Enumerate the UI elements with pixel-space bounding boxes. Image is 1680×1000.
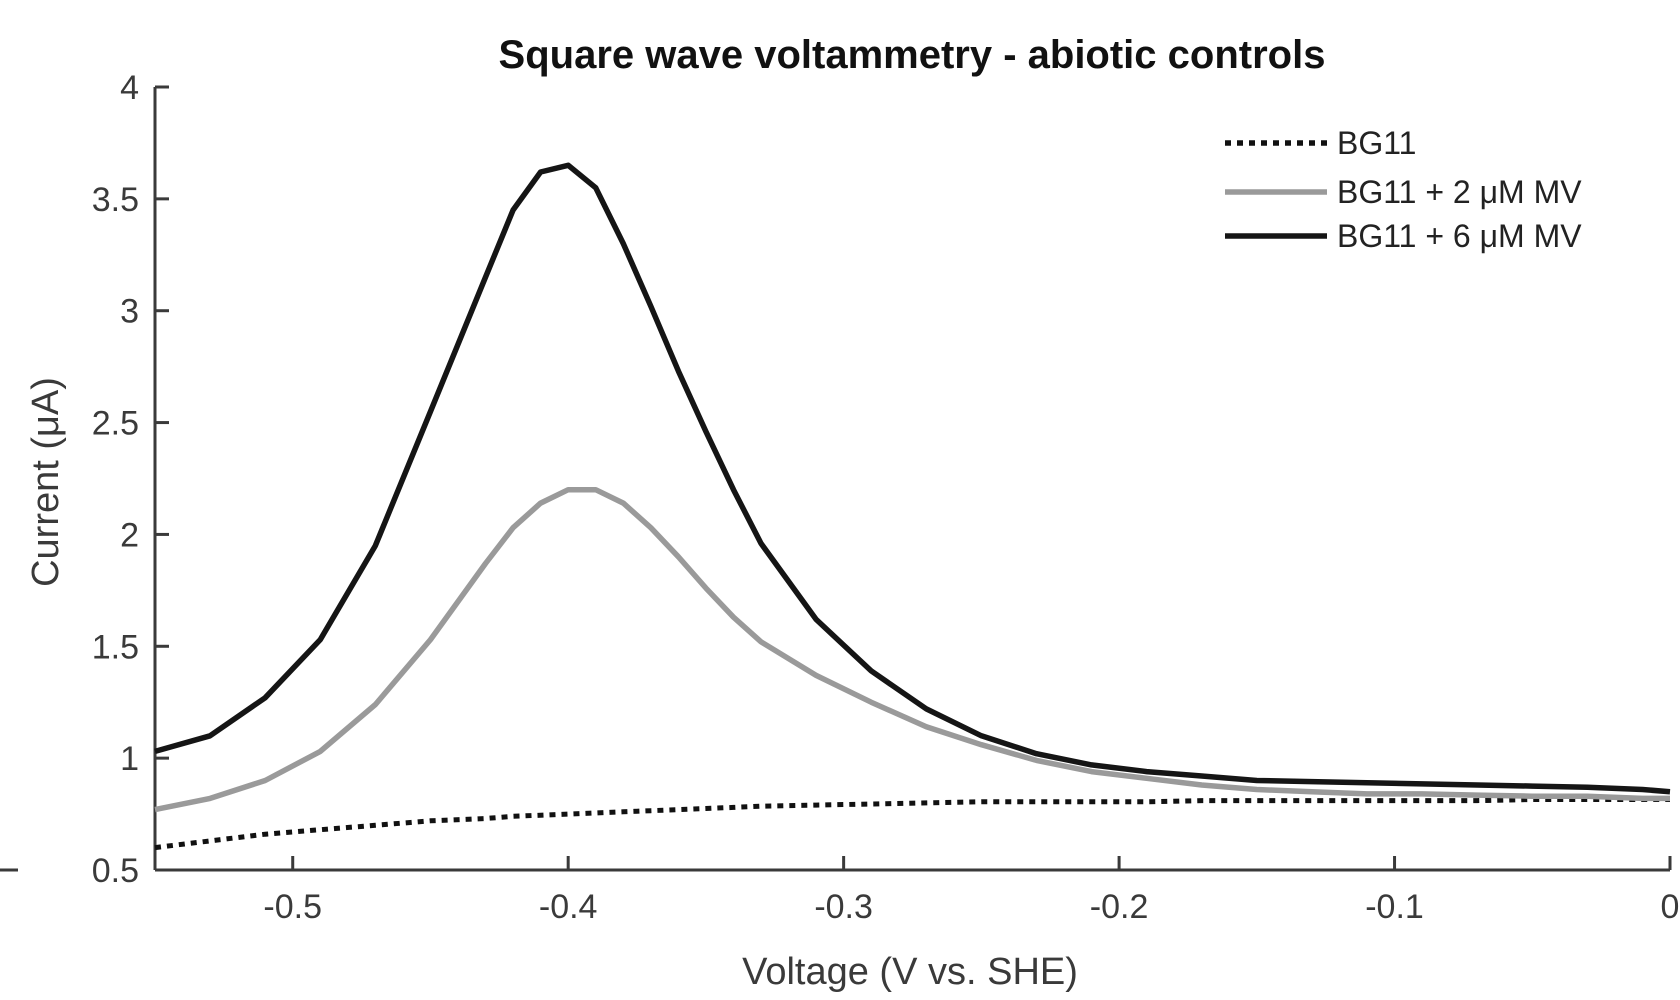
x-tick-label: -0.2 [1090,888,1149,926]
y-tick-label: 1 [120,740,139,778]
x-tick-label: 0 [1661,888,1680,926]
y-tick-label: 0.5 [92,852,139,890]
y-tick-label: 3 [120,293,139,331]
y-tick-label: 1.5 [92,628,139,666]
series-line-3 [154,162,1671,795]
y-axis-label: Current (μA) [25,377,67,587]
series-line-1 [154,797,1670,851]
axes: -0.5 -0.4 -0.3 -0.2 -0.1 0 0.5 1 1.5 2 2.5 3 3.5 4 [0,69,1679,926]
legend-label-2: BG11 + 2 μM MV [1337,174,1582,210]
y-tick-label: 3.5 [92,181,139,219]
series-layer [154,162,1671,851]
x-tick-label: -0.3 [814,888,873,926]
y-tick-label: 4 [120,69,139,107]
series-line-2 [154,486,1670,813]
x-axis-label: Voltage (V vs. SHE) [742,951,1078,993]
chart-title: Square wave voltammetry - abiotic contro… [499,33,1326,77]
legend: BG11 BG11 + 2 μM MV BG11 + 6 μM MV [1225,125,1582,254]
x-tick-label: -0.5 [263,888,322,926]
x-tick-label: -0.4 [539,888,598,926]
y-tick-label: 2.5 [92,405,139,443]
legend-label-3: BG11 + 6 μM MV [1337,218,1582,254]
y-tick-label: 2 [120,516,139,554]
x-tick-label: -0.1 [1365,888,1424,926]
legend-label-1: BG11 [1337,125,1416,161]
